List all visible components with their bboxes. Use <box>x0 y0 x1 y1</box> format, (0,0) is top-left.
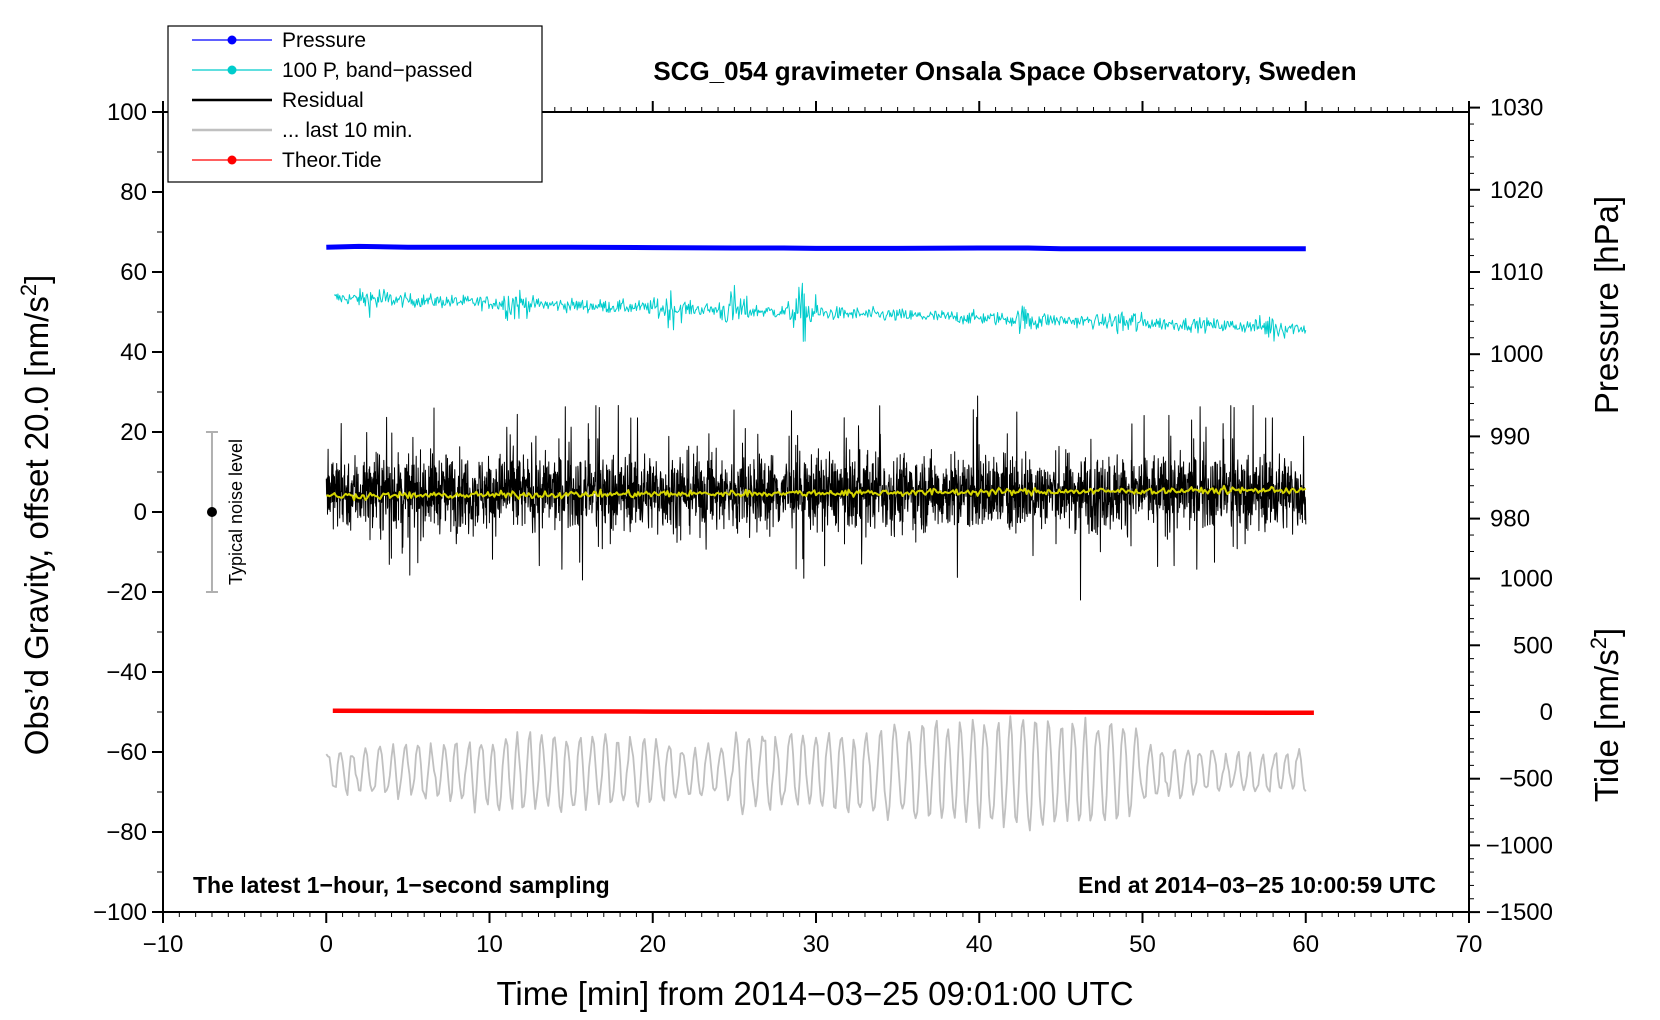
series-theor-tide <box>332 708 1314 716</box>
y-axis-pressure-label: Pressure [hPa] <box>1588 196 1625 414</box>
y-axis-left-label-main: Obs’d Gravity, offset 20.0 [nm/s <box>18 296 55 755</box>
tide-tick-label: −1500 <box>1486 899 1553 926</box>
y-axis-left-label-end: ] <box>18 275 55 284</box>
x-tick-label: 10 <box>476 931 503 958</box>
legend-marker <box>227 65 237 75</box>
plot-series-layer <box>325 243 1314 832</box>
y-tick-label: −60 <box>106 739 147 766</box>
legend-label: ... last 10 min. <box>282 119 413 142</box>
x-tick-label: 70 <box>1456 931 1483 958</box>
x-tick-label: 40 <box>966 931 993 958</box>
legend-label: Residual <box>282 89 364 112</box>
chart-title: SCG_054 gravimeter Onsala Space Observat… <box>653 56 1356 86</box>
y-axis-tide-label-main: Tide [nm/s <box>1588 649 1625 802</box>
series-pressure <box>326 243 1306 252</box>
x-tick-label: 30 <box>803 931 830 958</box>
y-tick-label: 100 <box>107 99 147 126</box>
y-axis-left-label: Obs’d Gravity, offset 20.0 [nm/s2] <box>16 275 55 756</box>
tide-tick-label: 0 <box>1540 699 1553 726</box>
y-tick-label: −20 <box>106 579 147 606</box>
legend: Pressure 100 P, band−passed Residual ... la… <box>167 25 543 183</box>
noise-level-label: Typical noise level <box>226 439 246 585</box>
y-axis-tide-label-sup: 2 <box>1586 637 1611 649</box>
series-band-passed-pressure <box>334 282 1307 342</box>
x-tick-label: 50 <box>1129 931 1156 958</box>
tide-tick-label: −500 <box>1499 766 1553 793</box>
pressure-tick-label: 980 <box>1490 506 1530 533</box>
tide-tick-label: −1000 <box>1486 832 1553 859</box>
axes-layer: −10 0 10 20 30 40 50 60 70100806040200−20−40−60−… <box>93 95 1553 958</box>
x-tick-label: 20 <box>639 931 666 958</box>
pressure-tick-label: 1020 <box>1490 177 1543 204</box>
pressure-tick-label: 1030 <box>1490 95 1543 122</box>
legend-label: Pressure <box>282 29 366 52</box>
y-axis-tide-label-end: ] <box>1588 628 1625 637</box>
y-tick-label: 80 <box>120 179 147 206</box>
series-last-10-min <box>325 715 1307 832</box>
y-tick-label: −100 <box>93 899 147 926</box>
annotation-left: The latest 1−hour, 1−second sampling <box>193 872 610 898</box>
y-tick-label: 0 <box>134 499 147 526</box>
y-tick-label: 40 <box>120 339 147 366</box>
series-residual <box>325 395 1307 601</box>
legend-label: Theor.Tide <box>282 149 382 172</box>
pressure-tick-label: 990 <box>1490 423 1530 450</box>
y-axis-left-label-sup: 2 <box>16 284 41 296</box>
annotation-right: End at 2014−03−25 10:00:59 UTC <box>1078 872 1436 898</box>
y-tick-label: 20 <box>120 419 147 446</box>
y-tick-label: 60 <box>120 259 147 286</box>
y-tick-label: −40 <box>106 659 147 686</box>
series-running-mean <box>325 484 1307 502</box>
noise-bar-point <box>206 507 217 517</box>
tide-tick-label: 500 <box>1513 632 1553 659</box>
y-axis-tide-label: Tide [nm/s2] <box>1586 628 1625 802</box>
x-tick-label: 60 <box>1292 931 1319 958</box>
legend-label: 100 P, band−passed <box>282 59 473 82</box>
x-tick-label: 0 <box>320 931 333 958</box>
x-tick-label: −10 <box>143 931 184 958</box>
x-axis-label: Time [min] from 2014−03−25 09:01:00 UTC <box>496 975 1133 1012</box>
pressure-tick-label: 1000 <box>1490 341 1543 368</box>
y-tick-label: −80 <box>106 819 147 846</box>
tide-tick-label: 1000 <box>1500 566 1553 593</box>
legend-marker <box>227 155 237 165</box>
plot-frame <box>162 111 1470 913</box>
pressure-tick-label: 1010 <box>1490 259 1543 286</box>
legend-marker <box>227 35 237 45</box>
noise-level-indicator <box>205 431 218 593</box>
